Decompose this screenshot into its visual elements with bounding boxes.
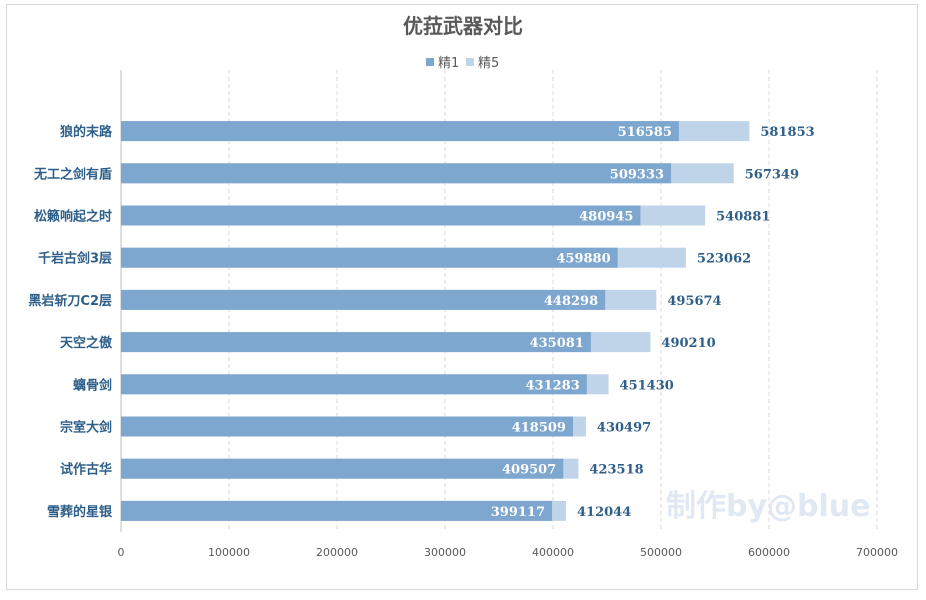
- data-label-series-2: 412044: [577, 505, 631, 520]
- category-label: 千岩古剑3层: [38, 251, 112, 267]
- data-label-series-1: 418509: [512, 421, 566, 436]
- x-tick-label: 0: [118, 546, 125, 559]
- data-label-series-2: 523062: [697, 252, 751, 267]
- data-label-series-2: 581853: [760, 125, 814, 140]
- data-label-series-1: 480945: [579, 210, 633, 225]
- data-label-series-2: 451430: [620, 378, 674, 393]
- data-label-series-1: 435081: [530, 336, 584, 351]
- category-label: 松籁响起之时: [34, 209, 112, 225]
- bar-series-1: [121, 332, 591, 353]
- data-label-series-1: 399117: [491, 505, 545, 520]
- category-label: 无工之剑有盾: [33, 166, 112, 182]
- data-label-series-1: 448298: [544, 294, 598, 309]
- data-label-series-2: 490210: [661, 336, 715, 351]
- legend-swatch-series-2: [466, 58, 474, 66]
- legend: 精1 精5: [426, 56, 499, 71]
- data-label-series-1: 509333: [610, 167, 664, 182]
- x-tick-label: 200000: [316, 546, 358, 559]
- category-label: 试作古华: [60, 462, 112, 478]
- bar-series-1: [121, 205, 641, 226]
- bar-series-1: [121, 163, 672, 184]
- category-label: 螭骨剑: [73, 377, 112, 393]
- legend-swatch-series-1: [426, 58, 434, 66]
- bars: 516585 581853 509333 567349 480945 540881 4598…: [121, 121, 815, 521]
- category-label: 狼的末路: [59, 124, 113, 140]
- x-tick-labels: 0 100000 200000 300000 400000 500000 600000 700…: [118, 546, 899, 559]
- category-label: 黑岩斩刀C2层: [28, 293, 112, 309]
- data-label-series-2: 540881: [716, 210, 770, 225]
- x-tick-label: 400000: [532, 546, 574, 559]
- data-label-series-1: 431283: [526, 378, 580, 393]
- legend-label-series-2: 精5: [478, 56, 499, 71]
- bar-series-1: [121, 416, 573, 437]
- bar-series-1: [121, 374, 587, 395]
- data-label-series-1: 409507: [502, 463, 556, 478]
- x-tick-label: 700000: [856, 546, 898, 559]
- x-tick-label: 100000: [208, 546, 250, 559]
- bar-series-1: [121, 121, 679, 142]
- x-tick-label: 500000: [640, 546, 682, 559]
- x-tick-label: 300000: [424, 546, 466, 559]
- category-label: 宗室大剑: [60, 420, 112, 436]
- bar-series-1: [121, 289, 606, 310]
- data-label-series-2: 567349: [745, 167, 799, 182]
- data-label-series-2: 495674: [667, 294, 721, 309]
- watermark: 制作by@blue: [666, 489, 871, 524]
- data-label-series-1: 516585: [618, 125, 672, 140]
- data-label-series-1: 459880: [556, 252, 610, 267]
- bar-series-1: [121, 500, 553, 521]
- data-label-series-2: 430497: [597, 421, 651, 436]
- category-labels: 狼的末路无工之剑有盾松籁响起之时千岩古剑3层黑岩斩刀C2层天空之傲螭骨剑宗室大剑…: [28, 124, 113, 520]
- x-tick-label: 600000: [748, 546, 790, 559]
- category-label: 天空之傲: [60, 335, 113, 351]
- chart-title: 优菈武器对比: [403, 14, 523, 38]
- bar-series-1: [121, 458, 564, 479]
- data-label-series-2: 423518: [589, 463, 643, 478]
- grid-lines: [228, 70, 878, 532]
- category-label: 雪葬的星银: [47, 504, 113, 520]
- bar-series-1: [121, 247, 618, 268]
- legend-label-series-1: 精1: [438, 56, 459, 71]
